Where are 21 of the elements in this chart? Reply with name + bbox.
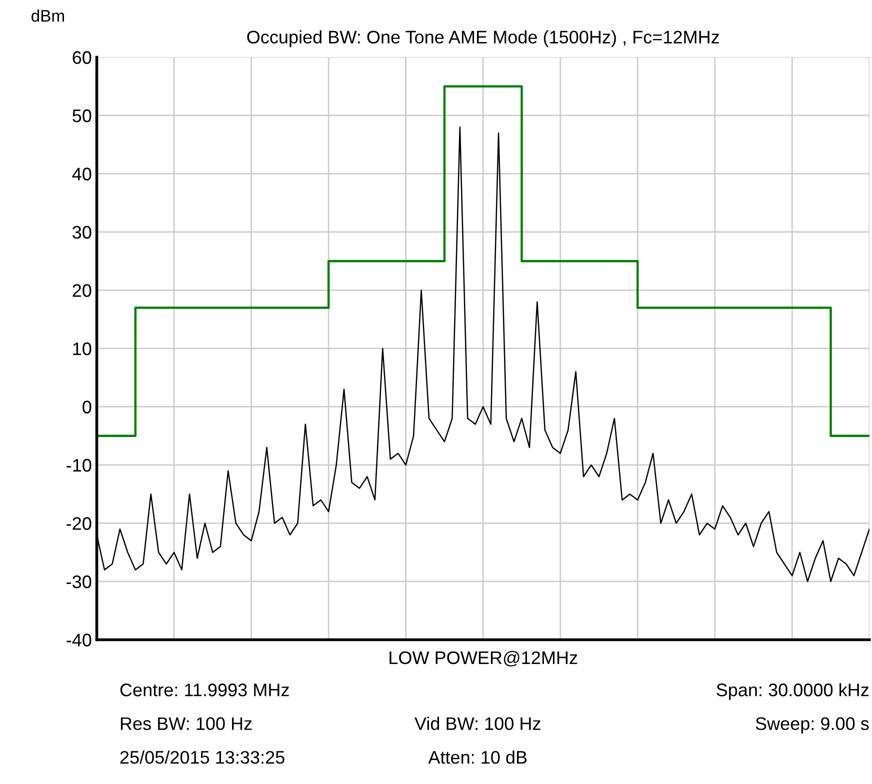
y-tick-label: 40 [72, 168, 92, 180]
y-tick-label: 50 [72, 109, 92, 122]
text: Res BW: 100 Hz [120, 717, 252, 730]
y-tick-label: -10 [66, 458, 92, 472]
text: Vid BW: 100 Hz [414, 716, 540, 730]
y-tick-label: 0 [82, 400, 92, 414]
chart-title: Occupied BW: One Tone AME Mode (1500Hz) , Fc=12MHz [247, 30, 719, 48]
y-tick-label: 30 [72, 226, 92, 239]
y-tick-label: -40 [66, 634, 92, 646]
text: Sweep: 9.00 s [756, 717, 869, 734]
text: 25/05/2015 13:33:25 [120, 750, 284, 764]
text: Span: 30.0000 kHz [716, 683, 868, 700]
y-tick-label: 20 [72, 284, 92, 297]
y-axis-title: dBm [32, 10, 64, 22]
y-tick-label: -30 [66, 575, 92, 588]
y-tick-label: 60 [72, 51, 92, 64]
y-tick-label: 10 [73, 342, 92, 356]
text: Centre: 11.9993 MHz [120, 684, 289, 696]
text: Atten: 10 dB [428, 750, 527, 764]
y-tick-label: -20 [66, 517, 92, 530]
x-axis-title: LOW POWER@12MHz [390, 650, 578, 666]
